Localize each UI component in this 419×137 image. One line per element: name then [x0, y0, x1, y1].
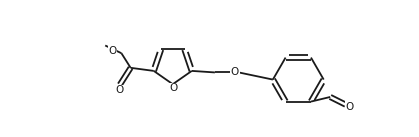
Text: O: O	[115, 85, 123, 95]
Text: O: O	[345, 102, 354, 112]
Text: O: O	[231, 67, 239, 77]
Text: O: O	[109, 46, 117, 56]
Text: O: O	[169, 83, 178, 93]
